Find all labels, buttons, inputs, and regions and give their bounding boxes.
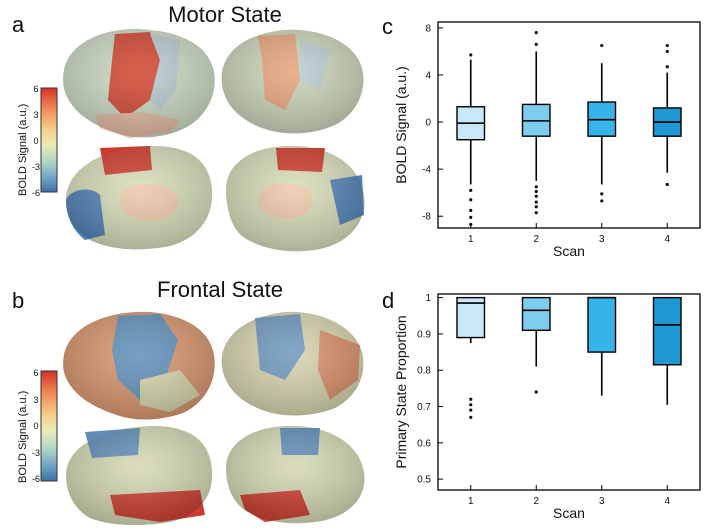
c-xtick-label-3: 4 bbox=[664, 234, 670, 245]
colorbar-b-tick-m3: -3 bbox=[31, 448, 40, 458]
c-outlier-1-7 bbox=[534, 211, 538, 215]
c-ytick-label-4: -8 bbox=[422, 212, 431, 223]
c-ytick-label-2: 0 bbox=[425, 118, 431, 129]
boxplot-c: 8 4 0 -4 -8 1 2 3 4 Scan BOLD Signal (a.u.) bbox=[393, 21, 701, 259]
c-outlier-3-3 bbox=[665, 182, 669, 187]
d-xtick-label-3: 4 bbox=[664, 496, 670, 507]
panel-letter-d: d bbox=[382, 288, 395, 313]
d-outlier-0-2 bbox=[469, 408, 473, 412]
c-outlier-2-2 bbox=[600, 199, 604, 203]
c-xtick-label-0: 1 bbox=[468, 234, 474, 245]
colorbar-a-tick-0: 0 bbox=[33, 136, 39, 146]
colorbar-a-tick-m3: -3 bbox=[31, 162, 40, 172]
motor-lateral-left-brain bbox=[63, 29, 215, 138]
colorbar-a-tick-3: 3 bbox=[33, 110, 39, 120]
panel-letter-a: a bbox=[12, 12, 25, 37]
c-outlier-1-1 bbox=[534, 42, 538, 46]
colorbar-b bbox=[40, 370, 58, 482]
d-box-3 bbox=[652, 296, 682, 366]
c-outlier-0-3 bbox=[469, 208, 473, 212]
panel-letter-c: c bbox=[382, 14, 393, 39]
d-plot-frame bbox=[437, 293, 701, 491]
c-ytick-label-3: -4 bbox=[422, 165, 431, 176]
brain-renderings bbox=[63, 29, 365, 526]
d-outlier-1-0 bbox=[534, 390, 538, 394]
colorbar-a-tick-m6: -6 bbox=[31, 188, 40, 198]
c-xtick-label-2: 3 bbox=[599, 234, 605, 245]
d-ytick-label-4: 0.6 bbox=[417, 438, 431, 449]
c-xlabel: Scan bbox=[553, 243, 585, 259]
frontal-medial-right-brain bbox=[226, 425, 365, 524]
d-ytick-label-3: 0.7 bbox=[417, 402, 431, 413]
frontal-medial-left-brain bbox=[66, 425, 213, 526]
frontal-lateral-left-brain bbox=[63, 311, 215, 420]
c-outlier-1-5 bbox=[534, 200, 538, 204]
c-outlier-0-2 bbox=[469, 198, 473, 202]
c-outlier-0-5 bbox=[469, 222, 473, 227]
colorbar-b-tick-m6: -6 bbox=[31, 474, 40, 484]
d-outlier-0-1 bbox=[469, 403, 473, 407]
d-ytick-label-0: 1 bbox=[425, 293, 431, 304]
c-ylabel: BOLD Signal (a.u.) bbox=[393, 66, 409, 184]
d-xlabel: Scan bbox=[553, 505, 585, 521]
c-outlier-1-4 bbox=[534, 194, 538, 198]
c-outlier-1-2 bbox=[534, 185, 538, 189]
d-box-0 bbox=[456, 296, 486, 339]
motor-state-title: Motor State bbox=[168, 2, 282, 27]
colorbar-b-tick-6: 6 bbox=[33, 368, 39, 378]
c-xtick-label-1: 2 bbox=[533, 234, 539, 245]
c-outlier-0-4 bbox=[469, 215, 473, 220]
c-plot-frame bbox=[437, 21, 701, 229]
c-outlier-3-2 bbox=[665, 65, 669, 69]
c-ytick-label-1: 4 bbox=[425, 70, 431, 81]
c-outlier-3-0 bbox=[665, 43, 669, 48]
d-outlier-0-0 bbox=[469, 397, 473, 401]
boxplot-d: 1 0.9 0.8 0.7 0.6 0.5 1 2 3 4 Scan Primary State Pr… bbox=[393, 293, 701, 521]
c-outlier-3-1 bbox=[665, 49, 669, 54]
c-outlier-1-3 bbox=[534, 189, 538, 194]
panel-letter-b: b bbox=[12, 288, 25, 313]
motor-lateral-right-brain bbox=[221, 29, 364, 134]
c-outlier-0-0 bbox=[469, 53, 473, 57]
colorbar-a-tick-6: 6 bbox=[33, 84, 39, 94]
colorbar-b-tick-0: 0 bbox=[33, 421, 39, 431]
c-outlier-0-1 bbox=[469, 188, 473, 192]
d-xtick-label-0: 1 bbox=[468, 496, 474, 507]
c-outlier-1-0 bbox=[534, 30, 538, 35]
colorbar-b-tick-3: 3 bbox=[33, 395, 39, 405]
d-ytick-label-1: 0.9 bbox=[417, 329, 431, 340]
c-outlier-2-1 bbox=[600, 192, 604, 196]
motor-medial-right-brain bbox=[226, 145, 365, 252]
c-outlier-1-6 bbox=[534, 205, 538, 209]
c-outlier-2-0 bbox=[600, 43, 604, 48]
d-xtick-label-1: 2 bbox=[533, 496, 539, 507]
d-box-2 bbox=[587, 296, 617, 353]
d-box-1 bbox=[521, 296, 551, 331]
colorbar-a bbox=[40, 87, 58, 193]
d-ytick-label-5: 0.5 bbox=[417, 475, 431, 486]
d-xtick-label-2: 3 bbox=[599, 496, 605, 507]
c-ytick-label-0: 8 bbox=[425, 23, 431, 34]
motor-medial-left-brain bbox=[66, 145, 213, 250]
d-ytick-label-2: 0.8 bbox=[417, 366, 431, 377]
d-ylabel: Primary State Proportion bbox=[393, 315, 409, 468]
frontal-lateral-right-brain bbox=[221, 311, 364, 416]
frontal-state-title: Frontal State bbox=[157, 277, 283, 302]
d-outlier-0-3 bbox=[469, 415, 473, 420]
